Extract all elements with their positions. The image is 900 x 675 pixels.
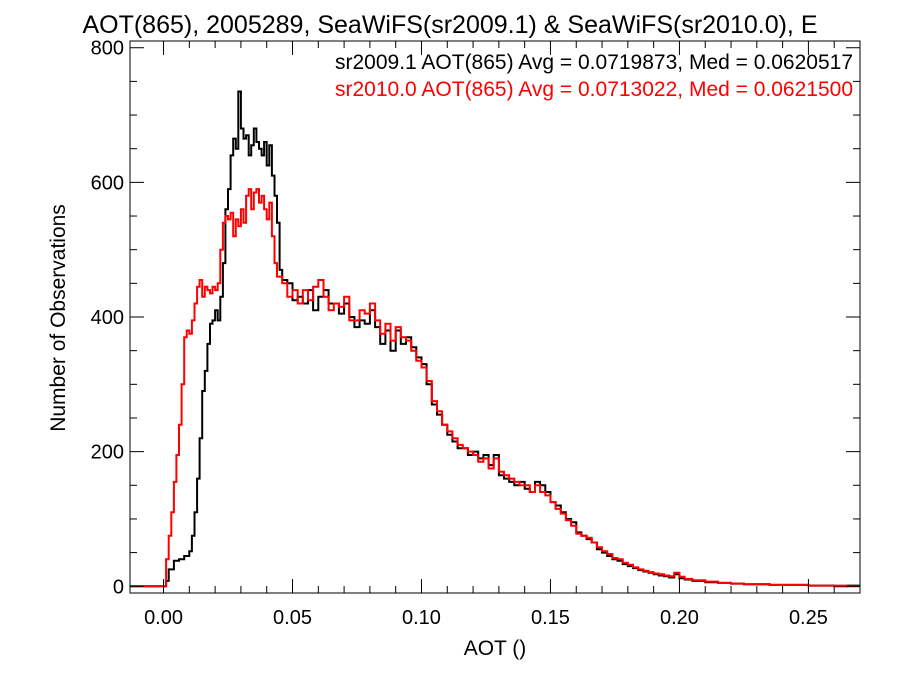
x-tick-label: 0.15 <box>531 607 570 629</box>
x-tick-label: 0.25 <box>789 607 828 629</box>
stats-annotation-sr2009: sr2009.1 AOT(865) Avg = 0.0719873, Med =… <box>335 51 853 74</box>
x-tick-label: 0.05 <box>273 607 312 629</box>
y-tick-label: 0 <box>113 576 124 598</box>
x-tick-label: 0.00 <box>144 607 183 629</box>
x-axis-label: AOT () <box>464 637 527 660</box>
plot-area <box>130 90 860 588</box>
stats-annotation-sr2010: sr2010.0 AOT(865) Avg = 0.0713022, Med =… <box>335 78 853 101</box>
chart-title: AOT(865), 2005289, SeaWiFS(sr2009.1) & S… <box>82 11 817 39</box>
plot-frame <box>129 40 861 594</box>
y-tick-label: 800 <box>91 38 124 60</box>
y-tick-label: 400 <box>91 307 124 329</box>
y-tick-label: 200 <box>91 442 124 464</box>
x-tick-label: 0.20 <box>660 607 699 629</box>
y-tick-label: 600 <box>91 172 124 194</box>
y-axis-label: Number of Observations <box>47 204 70 432</box>
x-tick-label: 0.10 <box>402 607 441 629</box>
series-line-1 <box>130 188 860 588</box>
axes: 0.00 0.05 0.10 0.15 0.20 0.25 0 200 400 600 800 <box>91 38 861 629</box>
series-line-0 <box>130 90 860 588</box>
